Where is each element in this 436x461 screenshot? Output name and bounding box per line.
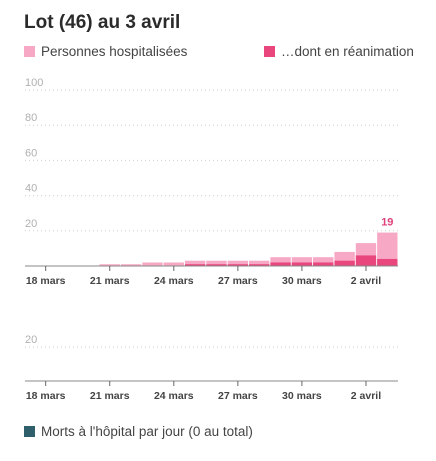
x-tick-label: 2 avril (351, 275, 381, 287)
bar-primary (206, 260, 227, 266)
bar-secondary (334, 260, 355, 266)
x-tick-label: 24 mars (154, 390, 194, 402)
legend-item-deaths: Morts à l'hôpital par jour (0 au total) (24, 424, 253, 439)
x-tick-label: 18 mars (26, 390, 66, 402)
bar-secondary (355, 255, 377, 266)
x-tick-label: 24 mars (154, 275, 194, 287)
bar-primary (249, 260, 270, 266)
x-tick-label: 2 avril (351, 390, 381, 402)
legend-label-hospitalized: Personnes hospitalisées (41, 44, 188, 59)
legend-swatch-icu (264, 46, 275, 57)
bar-secondary (291, 262, 313, 266)
chart-title: Lot (46) au 3 avril (24, 12, 181, 33)
bar-secondary (377, 258, 398, 266)
x-tick-label: 21 mars (90, 275, 130, 287)
y-tick-label: 100 (25, 77, 43, 89)
bar-primary (377, 232, 398, 266)
bar-primary (142, 262, 163, 266)
legend-label-icu: …dont en réanimation (281, 44, 414, 59)
legend-swatch-hospitalized (24, 46, 35, 57)
x-tick-label: 27 mars (218, 275, 258, 287)
y-tick-label: 40 (25, 183, 37, 195)
bar-secondary (270, 262, 291, 266)
bar-secondary (249, 264, 270, 266)
bar-secondary (313, 262, 334, 266)
deaths-chart: 20 18 mars 21 mars 24 mars 27 mars 30 mars 2 a… (25, 334, 398, 402)
y-tick-label: 20 (25, 218, 37, 230)
y-tick-label: 60 (25, 147, 37, 159)
bar-secondary (227, 264, 249, 266)
bar-primary (184, 260, 206, 266)
legend-swatch-deaths (24, 426, 35, 437)
bar-secondary (184, 264, 206, 266)
y-tick-label: 20 (25, 334, 37, 346)
bar-primary (120, 264, 142, 266)
bar-primary (270, 257, 291, 266)
bar-primary (99, 264, 120, 266)
bar-primary (163, 262, 184, 266)
bar-primary (227, 260, 249, 266)
x-tick-label: 27 mars (218, 390, 258, 402)
bar-primary (313, 257, 334, 266)
legend-item-icu: …dont en réanimation (264, 44, 414, 59)
legend-item-hospitalized: Personnes hospitalisées (24, 44, 187, 59)
x-tick-label: 21 mars (90, 390, 130, 402)
x-tick-label: 30 mars (282, 390, 322, 402)
x-tick-label: 18 mars (26, 275, 66, 287)
legend-label-deaths: Morts à l'hôpital par jour (0 au total) (41, 424, 253, 439)
bar-secondary (206, 264, 227, 266)
hospitalized-chart: 100 80 60 40 20 18 mars 21 mars 24 mars 27 mars 3… (25, 77, 398, 287)
y-tick-label: 80 (25, 112, 37, 124)
last-value-label: 19 (381, 217, 393, 229)
x-tick-label: 30 mars (282, 275, 322, 287)
bar-primary (291, 257, 313, 266)
